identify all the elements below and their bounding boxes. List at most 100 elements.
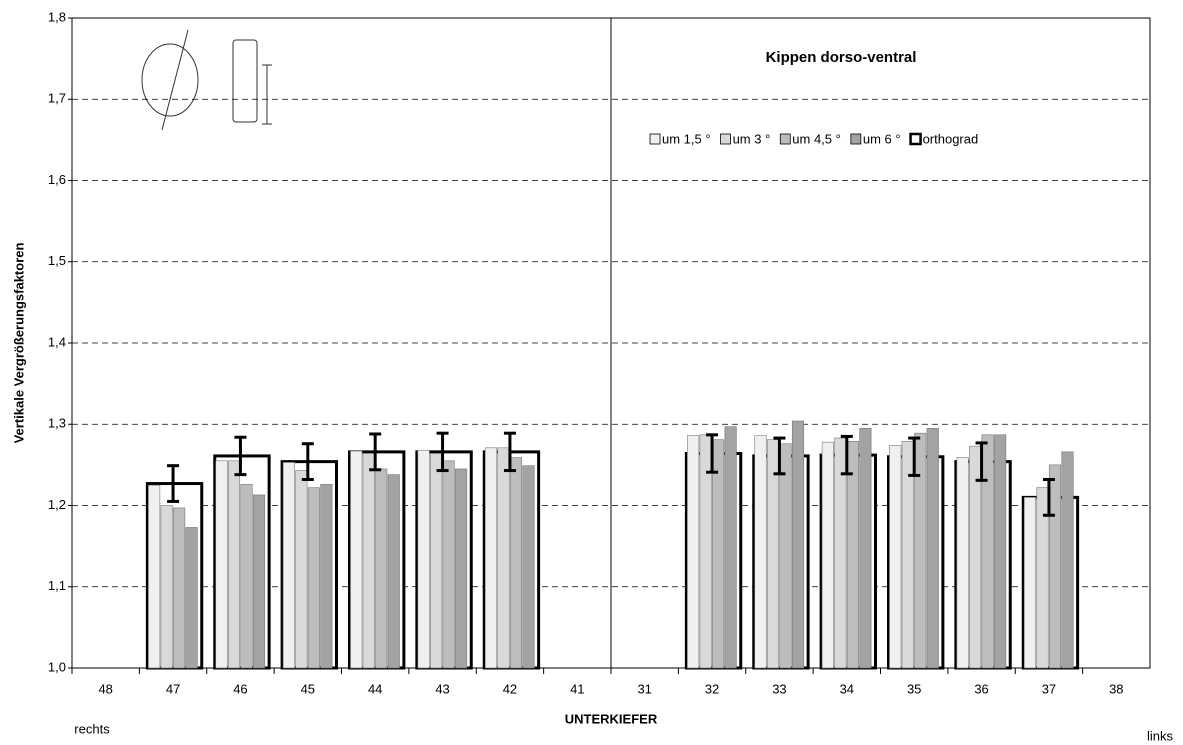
legend-label: um 4,5 ° [792,131,841,146]
bar [227,460,241,669]
x-tick-label: 36 [974,681,988,696]
x-tick-label: 34 [840,681,854,696]
x-tick-label: 45 [301,681,315,696]
bar [252,494,266,669]
x-axis-label: UNTERKIEFER [565,711,658,726]
legend-label: um 1,5 ° [662,131,711,146]
x-tick-label: 32 [705,681,719,696]
bar [362,453,375,669]
y-axis-label: Vertikale Vergrößerungsfaktoren [11,243,26,444]
y-tick-label: 1,1 [48,578,66,593]
y-tick-label: 1,5 [48,253,66,268]
x-tick-label: 47 [166,681,180,696]
bar [834,437,847,669]
y-tick-label: 1,3 [48,416,66,431]
bar [994,434,1007,669]
bar [185,527,198,669]
bar [1048,464,1062,669]
bar [699,434,712,669]
bar [442,460,455,669]
error-bar [234,435,247,477]
bar [1036,487,1049,669]
x-tick-label: 46 [233,681,247,696]
bar [687,435,700,669]
x-tick-label: 33 [772,681,786,696]
bar [1061,451,1074,669]
legend-label: um 3 ° [733,131,771,146]
bar [821,441,834,669]
legend-label: orthograd [923,131,979,146]
bar [240,484,253,669]
bar [859,428,872,669]
error-bar [975,441,988,482]
error-bar [1042,478,1055,517]
y-tick-label: 1,0 [48,659,66,674]
legend-swatch [649,133,661,145]
y-tick-label: 1,6 [48,172,66,187]
x-tick-label: 37 [1042,681,1056,696]
x-tick-label: 43 [435,681,449,696]
bar [387,474,400,669]
bar [215,460,228,669]
bar [173,507,186,669]
bar [724,426,737,669]
bar [846,441,859,669]
error-bar [503,431,516,473]
bar [791,420,805,669]
error-bar [369,432,382,472]
bar [969,445,982,669]
bar [320,484,333,669]
y-tick-label: 1,2 [48,497,66,512]
bar [282,462,295,669]
bar [484,447,498,669]
bar [914,432,927,669]
bar [430,453,443,669]
bar [497,447,510,669]
y-tick-label: 1,4 [48,334,66,349]
bar [148,484,161,669]
error-bar [167,464,180,503]
bar [956,457,969,669]
legend-swatch [779,133,791,145]
chart-title: Kippen dorso-ventral [766,49,917,66]
y-tick-label: 1,8 [48,9,66,24]
bar [1023,497,1037,669]
error-bar [908,436,921,477]
bar [766,439,780,669]
bar [350,450,363,669]
legend-swatch [850,133,862,145]
y-tick-label: 1,7 [48,91,66,106]
skull-icon [141,29,272,131]
bar [712,439,725,669]
x-tick-label: 38 [1109,681,1123,696]
bar [926,428,939,669]
bar [522,465,535,669]
error-bar [773,436,786,476]
bar [307,487,320,669]
error-bar [436,431,449,473]
legend-swatch [720,133,731,145]
bar [417,449,430,669]
bar [295,470,308,669]
x-tick-label: 35 [907,681,921,696]
left-note: rechts [74,721,110,736]
x-tick-label: 42 [503,681,517,696]
bar [509,457,523,669]
bar [160,505,173,669]
x-tick-label: 44 [368,681,382,696]
bar [455,468,468,669]
bar [754,435,767,669]
bar [981,434,994,669]
x-tick-label: 41 [570,681,584,696]
bar [375,468,388,669]
right-note: links [1147,728,1174,743]
x-tick-label: 31 [637,681,651,696]
bar [779,443,792,669]
x-tick-label: 48 [98,681,112,696]
bar [889,445,902,669]
legend-label: um 6 ° [863,131,901,146]
error-bar [840,434,853,476]
legend-swatch [909,132,922,146]
error-bar [706,433,719,474]
